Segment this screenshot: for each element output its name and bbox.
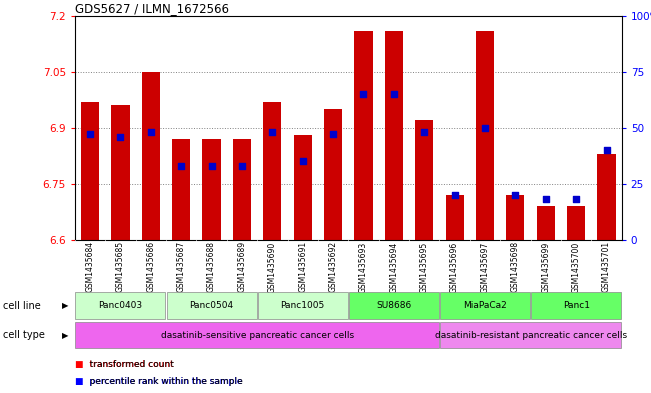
Point <box>449 192 460 198</box>
Bar <box>536 206 555 240</box>
Bar <box>76 292 165 319</box>
Bar <box>76 322 439 348</box>
Text: Panc1: Panc1 <box>562 301 590 310</box>
Text: SU8686: SU8686 <box>376 301 411 310</box>
Text: GSM1435690: GSM1435690 <box>268 241 277 292</box>
Point <box>602 147 612 153</box>
Point <box>419 129 430 135</box>
Bar <box>233 139 251 240</box>
Point <box>389 91 399 97</box>
Text: transformed count: transformed count <box>84 360 174 369</box>
Text: Panc0403: Panc0403 <box>98 301 143 310</box>
Bar <box>531 292 621 319</box>
Text: ■  percentile rank within the sample: ■ percentile rank within the sample <box>75 378 242 386</box>
Bar <box>445 195 464 240</box>
Text: Panc0504: Panc0504 <box>189 301 234 310</box>
Text: ▶: ▶ <box>62 301 68 310</box>
Bar <box>172 139 190 240</box>
Text: MiaPaCa2: MiaPaCa2 <box>463 301 507 310</box>
Point <box>115 134 126 140</box>
Text: GSM1435689: GSM1435689 <box>238 241 247 292</box>
Text: GSM1435699: GSM1435699 <box>541 241 550 292</box>
Text: GSM1435693: GSM1435693 <box>359 241 368 292</box>
Text: GDS5627 / ILMN_1672566: GDS5627 / ILMN_1672566 <box>75 2 229 15</box>
Text: GSM1435696: GSM1435696 <box>450 241 459 292</box>
Text: GSM1435697: GSM1435697 <box>480 241 490 292</box>
Point <box>358 91 368 97</box>
Bar <box>354 31 372 240</box>
Point <box>480 125 490 131</box>
Bar <box>415 120 434 240</box>
Text: dasatinib-resistant pancreatic cancer cells: dasatinib-resistant pancreatic cancer ce… <box>434 331 627 340</box>
Text: GSM1435692: GSM1435692 <box>329 241 338 292</box>
Point <box>237 163 247 169</box>
Text: GSM1435694: GSM1435694 <box>389 241 398 292</box>
Point <box>85 131 95 138</box>
Text: dasatinib-sensitive pancreatic cancer cells: dasatinib-sensitive pancreatic cancer ce… <box>161 331 353 340</box>
Text: GSM1435695: GSM1435695 <box>420 241 429 292</box>
Point <box>540 196 551 202</box>
Point <box>571 196 581 202</box>
Text: GSM1435686: GSM1435686 <box>146 241 156 292</box>
Bar <box>440 322 621 348</box>
Text: Panc1005: Panc1005 <box>281 301 325 310</box>
Point <box>510 192 521 198</box>
Bar <box>440 292 530 319</box>
Bar <box>167 292 256 319</box>
Bar <box>202 139 221 240</box>
Point <box>146 129 156 135</box>
Bar <box>476 31 494 240</box>
Bar <box>142 72 160 240</box>
Point <box>206 163 217 169</box>
Bar <box>81 102 99 240</box>
Text: GSM1435701: GSM1435701 <box>602 241 611 292</box>
Text: GSM1435684: GSM1435684 <box>85 241 94 292</box>
Bar <box>385 31 403 240</box>
Text: GSM1435700: GSM1435700 <box>572 241 581 292</box>
Bar <box>263 102 281 240</box>
Text: cell type: cell type <box>3 330 45 340</box>
Text: GSM1435688: GSM1435688 <box>207 241 216 292</box>
Text: cell line: cell line <box>3 301 41 310</box>
Point <box>267 129 277 135</box>
Point <box>328 131 339 138</box>
Bar <box>258 292 348 319</box>
Point <box>298 158 308 164</box>
Text: GSM1435685: GSM1435685 <box>116 241 125 292</box>
Bar <box>324 109 342 240</box>
Bar <box>111 105 130 240</box>
Text: GSM1435687: GSM1435687 <box>176 241 186 292</box>
Text: ■  transformed count: ■ transformed count <box>75 360 173 369</box>
Bar <box>506 195 525 240</box>
Text: percentile rank within the sample: percentile rank within the sample <box>84 378 243 386</box>
Text: GSM1435691: GSM1435691 <box>298 241 307 292</box>
Text: GSM1435698: GSM1435698 <box>511 241 520 292</box>
Bar <box>294 135 312 240</box>
Point <box>176 163 186 169</box>
Bar <box>567 206 585 240</box>
Bar <box>598 154 616 240</box>
Text: ▶: ▶ <box>62 331 68 340</box>
Bar <box>349 292 439 319</box>
